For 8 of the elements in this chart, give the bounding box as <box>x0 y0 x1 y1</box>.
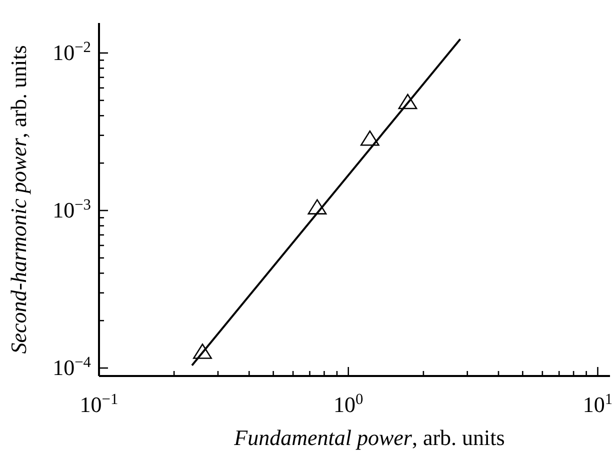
x-tick-label: 10$^{1}$ <box>582 390 613 417</box>
x-tick-label: 10$^{−1}$ <box>80 390 118 417</box>
x-tick-label: 10$^{0}$ <box>334 390 364 417</box>
y-axis-title: Second-harmonic power, arb. units <box>6 45 31 354</box>
x-axis-title: Fundamental power, arb. units <box>233 425 505 450</box>
y-tick-label: 10$^{−3}$ <box>52 196 92 223</box>
y-tick-label: 10$^{−2}$ <box>52 38 91 65</box>
y-tick-label: 10$^{−4}$ <box>52 354 92 380</box>
